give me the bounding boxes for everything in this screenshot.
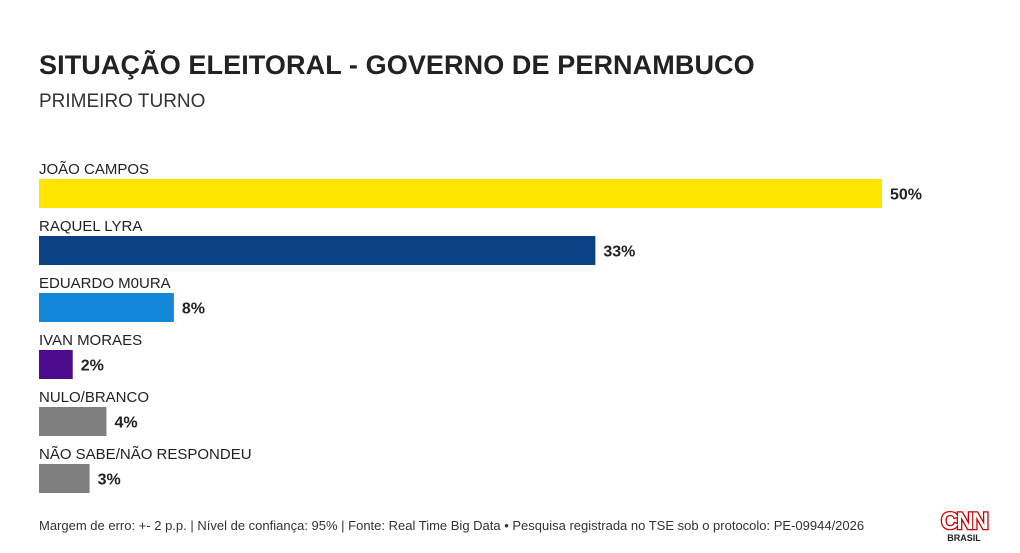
bar-value-label: 33% bbox=[603, 244, 635, 261]
bar bbox=[39, 236, 596, 265]
bar bbox=[39, 407, 107, 436]
footnote: Margem de erro: +- 2 p.p. | Nível de con… bbox=[39, 518, 865, 533]
chart-subtitle: PRIMEIRO TURNO bbox=[39, 91, 206, 112]
bar-category-label: NULO/BRANCO bbox=[39, 389, 149, 406]
bar-chart: JOÃO CAMPOS 50% RAQUEL LYRA 33% EDUARDO M0UR… bbox=[39, 161, 922, 493]
bar-value-label: 8% bbox=[182, 301, 205, 318]
logo-subtext: BRASIL bbox=[947, 533, 981, 543]
chart-title: SITUAÇÃO ELEITORAL - GOVERNO DE PERNAMBU… bbox=[39, 50, 755, 80]
bar-value-label: 50% bbox=[890, 187, 922, 204]
logo-text: CNN bbox=[941, 508, 988, 535]
cnn-brasil-logo: CNN BRASIL bbox=[940, 507, 990, 543]
bar-category-label: NÃO SABE/NÃO RESPONDEU bbox=[39, 446, 252, 463]
bar-category-label: EDUARDO M0URA bbox=[39, 275, 171, 292]
bar bbox=[39, 464, 90, 493]
bar-category-label: RAQUEL LYRA bbox=[39, 218, 142, 235]
bar bbox=[39, 350, 73, 379]
bar bbox=[39, 293, 174, 322]
bar-value-label: 2% bbox=[81, 358, 104, 375]
bar-category-label: IVAN MORAES bbox=[39, 332, 142, 349]
bar bbox=[39, 179, 882, 208]
bar-value-label: 4% bbox=[114, 415, 137, 432]
bar-value-label: 3% bbox=[98, 472, 121, 489]
bar-category-label: JOÃO CAMPOS bbox=[39, 161, 149, 178]
